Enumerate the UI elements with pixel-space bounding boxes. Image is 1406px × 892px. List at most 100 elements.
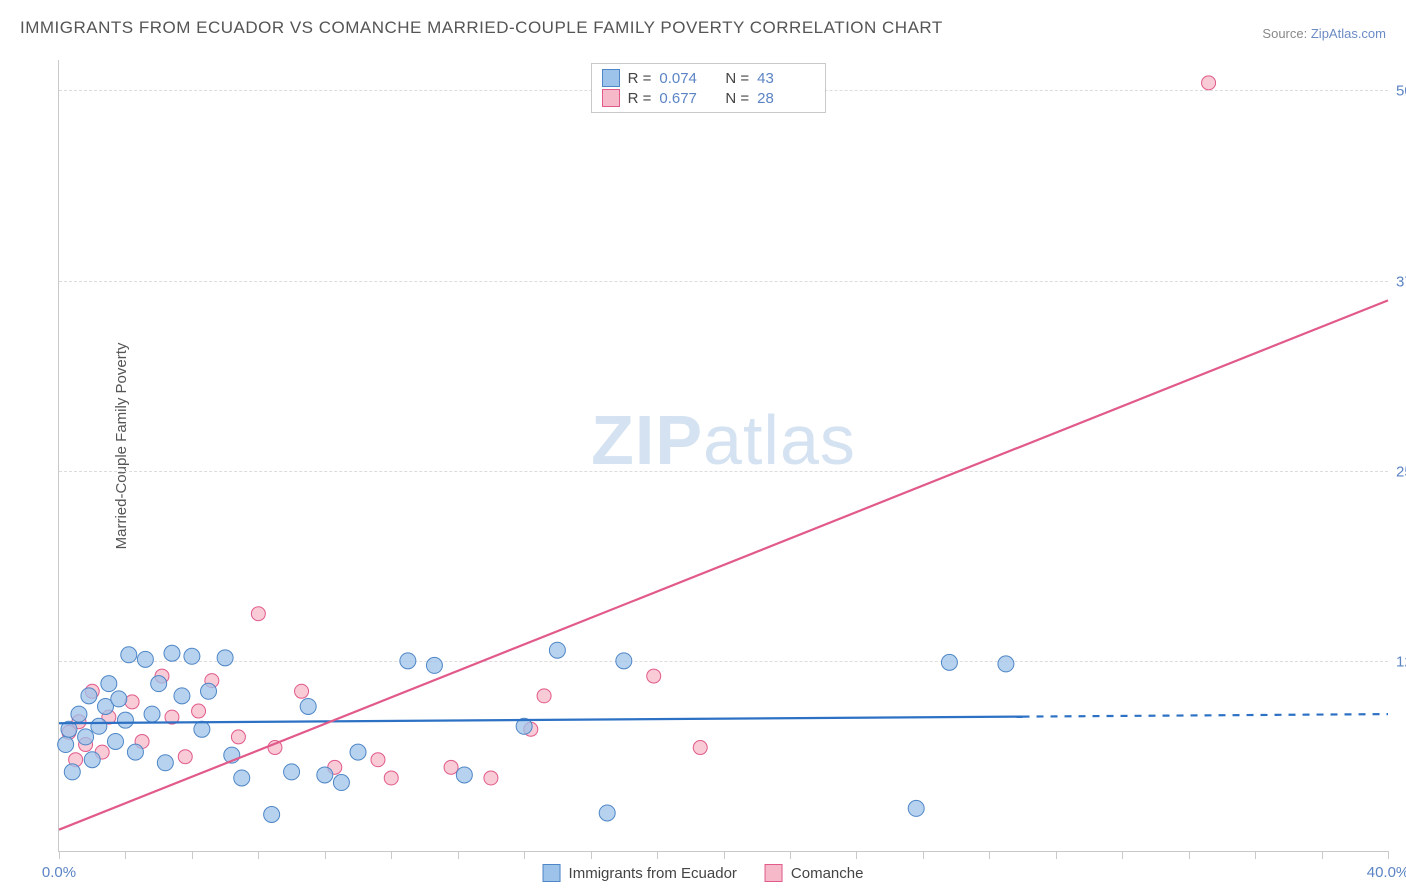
data-point xyxy=(192,704,206,718)
xtick xyxy=(989,851,990,859)
xtick xyxy=(1056,851,1057,859)
data-point xyxy=(284,764,300,780)
data-point xyxy=(295,684,309,698)
r-value-a: 0.074 xyxy=(659,70,707,87)
data-point xyxy=(201,683,217,699)
source-label: Source: xyxy=(1262,26,1307,41)
legend-item-a: Immigrants from Ecuador xyxy=(543,864,737,882)
series-legend: Immigrants from Ecuador Comanche xyxy=(543,864,864,882)
ytick-label: 25.0% xyxy=(1396,463,1406,480)
xtick-label: 40.0% xyxy=(1367,864,1406,881)
data-point xyxy=(693,741,707,755)
n-label-b: N = xyxy=(725,90,749,107)
data-point xyxy=(350,744,366,760)
xtick xyxy=(524,851,525,859)
xtick xyxy=(591,851,592,859)
xtick xyxy=(59,851,60,859)
xtick xyxy=(325,851,326,859)
xtick xyxy=(125,851,126,859)
data-point xyxy=(426,657,442,673)
r-value-b: 0.677 xyxy=(659,90,707,107)
data-point xyxy=(251,607,265,621)
data-point xyxy=(400,653,416,669)
data-point xyxy=(1202,76,1216,90)
xtick xyxy=(1189,851,1190,859)
xtick xyxy=(790,851,791,859)
data-point xyxy=(111,691,127,707)
data-point xyxy=(125,695,139,709)
data-point xyxy=(184,648,200,664)
data-point xyxy=(121,647,137,663)
data-point xyxy=(157,755,173,771)
xtick xyxy=(192,851,193,859)
ytick-label: 50.0% xyxy=(1396,83,1406,100)
data-point xyxy=(81,688,97,704)
data-point xyxy=(231,730,245,744)
trend-line-b xyxy=(59,300,1388,829)
data-point xyxy=(941,654,957,670)
data-point xyxy=(998,656,1014,672)
ytick-label: 37.5% xyxy=(1396,273,1406,290)
data-point xyxy=(317,767,333,783)
series-a-name: Immigrants from Ecuador xyxy=(569,865,737,882)
data-point xyxy=(137,651,153,667)
data-point xyxy=(164,645,180,661)
swatch-b xyxy=(602,89,620,107)
xtick xyxy=(1322,851,1323,859)
data-point xyxy=(144,706,160,722)
data-point xyxy=(444,760,458,774)
data-point xyxy=(101,676,117,692)
data-point xyxy=(178,750,192,764)
n-label-a: N = xyxy=(725,70,749,87)
data-point xyxy=(58,737,74,753)
data-point xyxy=(300,698,316,714)
swatch-a2 xyxy=(543,864,561,882)
data-point xyxy=(151,676,167,692)
xtick xyxy=(258,851,259,859)
source-value: ZipAtlas.com xyxy=(1311,26,1386,41)
data-point xyxy=(107,733,123,749)
data-point xyxy=(264,806,280,822)
source-attribution: Source: ZipAtlas.com xyxy=(1262,26,1386,41)
data-point xyxy=(78,729,94,745)
data-point xyxy=(84,752,100,768)
data-point xyxy=(91,718,107,734)
correlation-legend: R = 0.074 N = 43 R = 0.677 N = 28 xyxy=(591,63,827,113)
xtick xyxy=(923,851,924,859)
data-point xyxy=(484,771,498,785)
xtick xyxy=(1255,851,1256,859)
data-point xyxy=(908,800,924,816)
data-point xyxy=(599,805,615,821)
xtick xyxy=(458,851,459,859)
data-point xyxy=(217,650,233,666)
data-point xyxy=(64,764,80,780)
data-point xyxy=(234,770,250,786)
xtick xyxy=(391,851,392,859)
data-point xyxy=(194,721,210,737)
data-point xyxy=(174,688,190,704)
chart-plot-area: ZIPatlas 12.5%25.0%37.5%50.0% 0.0%40.0% … xyxy=(58,60,1388,852)
trend-line-a-dashed xyxy=(1023,714,1388,717)
data-point xyxy=(616,653,632,669)
data-point xyxy=(333,775,349,791)
legend-row-b: R = 0.677 N = 28 xyxy=(602,88,816,108)
data-point xyxy=(647,669,661,683)
ytick-label: 12.5% xyxy=(1396,653,1406,670)
chart-title: IMMIGRANTS FROM ECUADOR VS COMANCHE MARR… xyxy=(20,18,943,38)
r-label-a: R = xyxy=(628,70,652,87)
r-label-b: R = xyxy=(628,90,652,107)
data-point xyxy=(71,706,87,722)
xtick-label: 0.0% xyxy=(42,864,76,881)
xtick xyxy=(724,851,725,859)
data-point xyxy=(371,753,385,767)
scatter-svg xyxy=(59,60,1388,851)
data-point xyxy=(549,642,565,658)
xtick xyxy=(856,851,857,859)
xtick xyxy=(1122,851,1123,859)
n-value-b: 28 xyxy=(757,90,805,107)
trend-line-a xyxy=(59,717,1023,724)
xtick xyxy=(1388,851,1389,859)
data-point xyxy=(537,689,551,703)
data-point xyxy=(384,771,398,785)
swatch-a xyxy=(602,69,620,87)
